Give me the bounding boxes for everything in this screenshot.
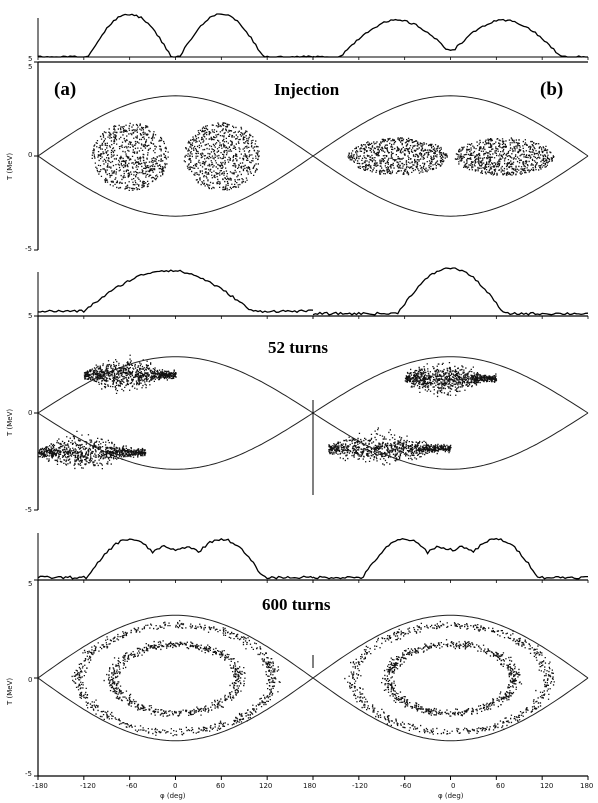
separatrix-lower-1-1 bbox=[312, 412, 589, 470]
y-axis-label-injection: T (MeV) bbox=[6, 152, 14, 180]
ytick-bot-52: -5 bbox=[25, 506, 32, 514]
xtick-b-180: 180 bbox=[580, 782, 594, 790]
bunch-injection-b-1 bbox=[454, 137, 555, 176]
separatrix-upper-0-0 bbox=[37, 95, 314, 157]
stage-title-600-turns: 600 turns bbox=[262, 595, 331, 614]
xtick-a-0: 0 bbox=[173, 782, 178, 790]
profile-2-0 bbox=[37, 538, 314, 580]
rings-600-1 bbox=[344, 620, 555, 735]
separatrix-lower-2-0 bbox=[37, 677, 314, 742]
ytick-top-injection: 5 bbox=[28, 63, 33, 71]
separatrix-upper-0-1 bbox=[312, 95, 589, 157]
arm-52-a-1 bbox=[38, 430, 147, 470]
arm-52-a-0 bbox=[83, 354, 177, 394]
x-axis-label-b: φ (deg) bbox=[438, 792, 464, 800]
bunch-injection-a-1 bbox=[183, 122, 260, 191]
stage-title-52-turns: 52 turns bbox=[268, 338, 328, 357]
panel-label-b: (b) bbox=[540, 79, 564, 100]
xtick-a-m180: -180 bbox=[32, 782, 48, 790]
profile-1-1 bbox=[312, 267, 589, 316]
profile-2-1 bbox=[312, 537, 588, 580]
stage-title-injection: Injection bbox=[274, 80, 340, 99]
y-axis-label-52: T (MeV) bbox=[6, 408, 14, 436]
separatrix-upper-2-1 bbox=[312, 614, 589, 679]
y-axis-label-600: T (MeV) bbox=[6, 677, 14, 705]
profile-0-0 bbox=[37, 13, 314, 58]
xtick-b-120: 120 bbox=[540, 782, 554, 790]
xtick-b-60: 60 bbox=[496, 782, 505, 790]
xtick-a-180: 180 bbox=[303, 782, 317, 790]
ytick-top-52: 5 bbox=[28, 312, 33, 320]
xtick-a-120: 120 bbox=[259, 782, 273, 790]
ytick-bot-injection: -5 bbox=[25, 245, 32, 253]
arm-52-b-1 bbox=[328, 427, 452, 466]
ytick-mid-52: 0 bbox=[28, 409, 33, 417]
bunch-injection-b-0 bbox=[347, 137, 448, 176]
rings-600-0 bbox=[71, 620, 281, 737]
xtick-a-60: 60 bbox=[216, 782, 225, 790]
arm-52-b-0 bbox=[404, 362, 498, 398]
separatrix-lower-2-1 bbox=[312, 677, 589, 742]
profile-0-1 bbox=[312, 18, 588, 58]
separatrix-lower-0-1 bbox=[312, 155, 589, 217]
bunch-injection-a-0 bbox=[91, 122, 169, 191]
ytick-mid-600: 0 bbox=[28, 676, 33, 684]
x-axis-label-a: φ (deg) bbox=[160, 792, 186, 800]
profile-tick-1: 5 bbox=[28, 55, 33, 63]
ytick-top-600: 5 bbox=[28, 580, 33, 588]
panel-label-a: (a) bbox=[54, 79, 77, 100]
profile-1-0 bbox=[37, 269, 314, 314]
separatrix-upper-1-0 bbox=[37, 356, 314, 414]
ytick-bot-600: -5 bbox=[25, 770, 32, 778]
xtick-b-0: 0 bbox=[451, 782, 456, 790]
xtick-a-m120: -120 bbox=[80, 782, 96, 790]
xtick-b-m120: -120 bbox=[352, 782, 368, 790]
separatrix-lower-1-0 bbox=[37, 412, 314, 470]
separatrix-upper-2-0 bbox=[37, 614, 314, 679]
separatrix-lower-0-0 bbox=[37, 155, 314, 217]
ytick-mid-injection: 0 bbox=[28, 151, 33, 159]
xtick-a-m60: -60 bbox=[126, 782, 138, 790]
separatrix-upper-1-1 bbox=[312, 356, 589, 414]
xtick-b-m60: -60 bbox=[400, 782, 412, 790]
